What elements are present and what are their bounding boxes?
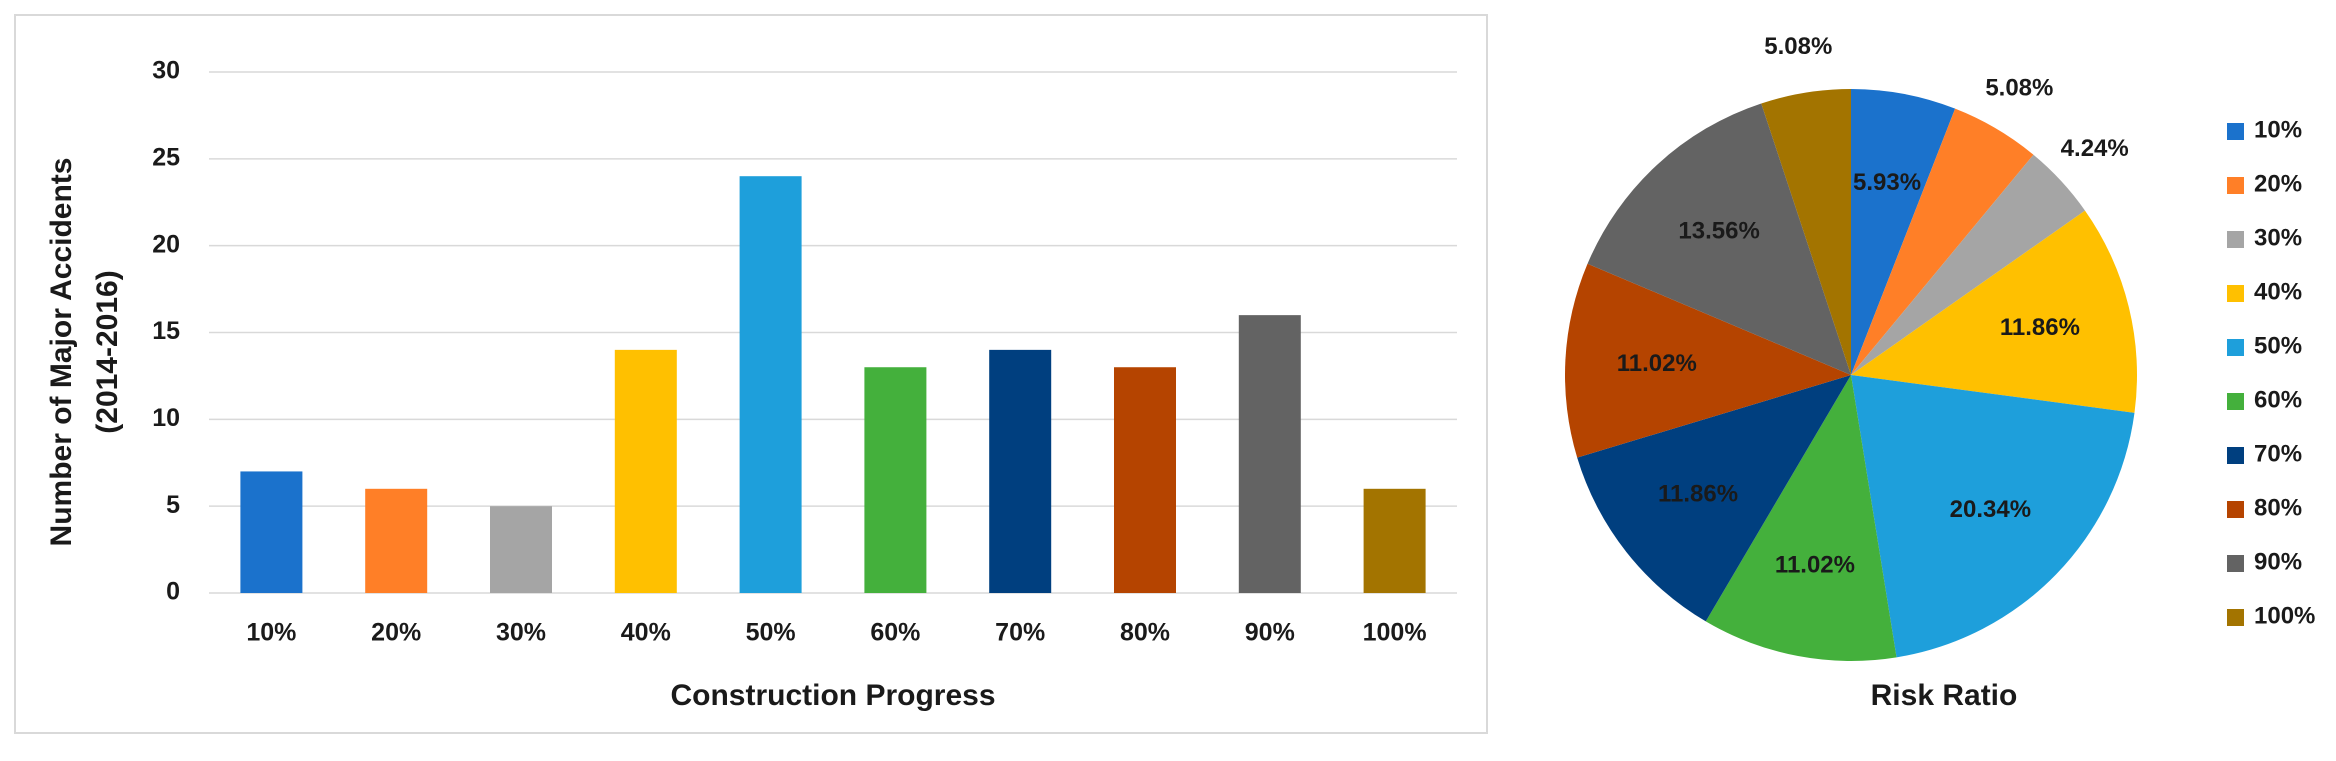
legend-label: 30% [2254, 224, 2302, 251]
bar [739, 176, 802, 593]
legend-swatch [2227, 447, 2244, 464]
legend-label: 90% [2254, 548, 2302, 575]
pie-slice [1851, 210, 2137, 413]
y-tick-label: 20 [152, 230, 180, 258]
legend-label: 60% [2254, 386, 2302, 413]
x-tick-label: 60% [870, 619, 920, 647]
x-tick-label: 50% [746, 619, 796, 647]
x-tick-label: 30% [496, 619, 546, 647]
x-tick-label: 70% [995, 619, 1045, 647]
data-label: 20.34% [1950, 496, 2031, 523]
bar [1114, 367, 1176, 593]
legend-swatch [2227, 339, 2244, 356]
y-tick-label: 25 [152, 143, 180, 171]
x-tick-label: 80% [1120, 619, 1170, 647]
legend-swatch [2227, 609, 2244, 626]
x-axis-title: Construction Progress [670, 679, 995, 712]
legend-swatch [2227, 123, 2244, 140]
data-label: 11.02% [1775, 551, 1855, 578]
legend-swatch [2227, 231, 2244, 248]
legend-label: 80% [2254, 494, 2302, 521]
y-tick-label: 0 [166, 578, 180, 606]
bar [614, 349, 677, 593]
legend-label: 40% [2254, 278, 2302, 305]
x-tick-label: 10% [246, 619, 296, 647]
pie-slice [1761, 89, 1851, 375]
y-axis-title: Number of Major Accidents [45, 158, 78, 547]
data-label: 11.02% [1617, 350, 1697, 377]
x-tick-label: 40% [621, 619, 671, 647]
data-label: 11.86% [1658, 480, 1738, 507]
bar [989, 349, 1052, 593]
pie-slice [1851, 89, 1956, 375]
legend-label: 100% [2254, 602, 2315, 629]
x-tick-label: 20% [371, 619, 421, 647]
y-tick-label: 30 [152, 57, 180, 85]
pie-slice [1587, 103, 1851, 376]
y-tick-label: 5 [166, 491, 180, 519]
data-label: 5.08% [1764, 33, 1832, 60]
legend-label: 70% [2254, 440, 2302, 467]
data-label: 5.93% [1853, 169, 1921, 196]
y-tick-label: 15 [152, 317, 180, 345]
y-axis-title: (2014-2016) [91, 270, 124, 433]
pie-slice [1851, 108, 2034, 375]
legend-swatch [2227, 501, 2244, 518]
data-label: 4.24% [2061, 135, 2129, 162]
bar [490, 506, 552, 593]
bar [864, 367, 927, 593]
data-label: 13.56% [1678, 217, 1759, 244]
data-label: 5.08% [1985, 74, 2053, 101]
bar [1363, 488, 1426, 593]
legend-swatch [2227, 285, 2244, 302]
pie-slice [1565, 263, 1851, 458]
x-tick-label: 90% [1245, 619, 1295, 647]
legend-swatch [2227, 177, 2244, 194]
legend-label: 20% [2254, 170, 2302, 197]
pie-slice [1851, 154, 2086, 375]
bar [1238, 315, 1301, 593]
pie-slice [1705, 375, 1897, 661]
chart-title: Risk Ratio [1871, 679, 2018, 712]
legend-label: 10% [2254, 116, 2302, 143]
data-label: 11.86% [2000, 314, 2080, 341]
legend-swatch [2227, 555, 2244, 572]
pie-slice [1577, 375, 1851, 622]
pie-slice [1851, 375, 2135, 658]
bar [365, 488, 428, 593]
legend-swatch [2227, 393, 2244, 410]
legend-label: 50% [2254, 332, 2302, 359]
x-tick-label: 100% [1363, 619, 1427, 647]
y-tick-label: 10 [152, 404, 180, 432]
bar [240, 471, 303, 593]
